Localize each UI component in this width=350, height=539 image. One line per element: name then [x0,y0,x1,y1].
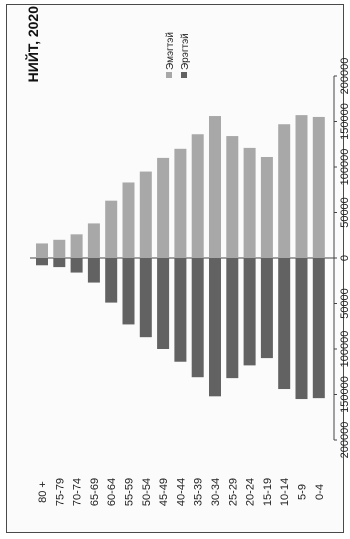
bar-male-7579 [53,258,66,268]
value-tick-label: 200000 [339,422,350,459]
bar-female-80 [36,243,48,258]
bar-male-6064 [105,257,118,303]
category-label: 45-49 [158,478,170,506]
bar-female-7074 [70,234,83,258]
category-label: 55-59 [124,478,136,506]
bar-male-5559 [122,257,135,325]
bar-male-6569 [87,258,100,283]
bar-male-1014 [278,258,291,390]
legend-swatch-male [181,72,187,78]
category-label: 50-54 [141,478,153,506]
bar-female-4044 [174,148,187,258]
category-label: 15-19 [262,478,274,506]
bar-female-3539 [191,134,204,258]
bar-male-7074 [70,257,83,273]
bar-female-7579 [53,239,66,258]
bar-female-1519 [260,156,273,258]
value-tick-label: 200000 [339,58,350,95]
category-label: 30-34 [210,478,222,506]
bar-female-6064 [105,200,118,258]
category-label: 10-14 [279,478,291,506]
category-label: 60-64 [106,478,118,506]
category-label: 40-44 [175,478,187,506]
chart-title: НИЙТ, 2020 [24,6,41,83]
value-tick-label: 50000 [339,288,350,319]
bar-female-6569 [87,223,100,258]
category-label: 70-74 [72,478,84,506]
bar-female-2529 [226,136,239,258]
bar-female-5054 [139,171,152,258]
bar-female-04 [312,116,325,258]
legend-swatch-female [166,72,172,78]
bar-male-5054 [139,258,152,338]
bar-female-1014 [278,124,291,258]
series-male-bars [36,257,325,400]
legend-label-male: Эрэгтэй [180,33,191,70]
value-axis-ticks: 200000 150000 100000 50000 0 50000 100000 15000… [334,58,350,459]
value-tick-label: 100000 [339,331,350,368]
category-label: 75-79 [54,478,66,506]
category-label: 80 + [37,481,49,503]
value-tick-label: 150000 [339,103,350,140]
bar-male-80 [36,257,48,266]
value-tick-label: 50000 [339,197,350,228]
category-label: 25-29 [227,478,239,506]
bar-male-3034 [209,258,221,397]
bar-female-5559 [122,182,135,258]
bar-male-3539 [191,258,204,378]
category-label: 35-39 [193,478,205,506]
value-tick-label: 150000 [339,376,350,413]
category-label: 20-24 [245,478,257,506]
category-label: 5-9 [297,484,309,500]
bar-male-2024 [243,258,256,366]
bar-male-4549 [157,258,170,349]
value-tick-label: 0 [339,255,350,261]
legend: Эмэгтэй Эрэгтэй [165,32,191,78]
legend-label-female: Эмэгтэй [165,32,176,70]
bar-male-1519 [260,258,273,359]
value-tick-label: 100000 [339,149,350,186]
bar-female-59 [295,115,308,258]
bar-male-59 [295,258,308,400]
category-axis-labels: 80 + 75-79 70-74 65-69 60-64 55-59 50-54 45-49 4… [37,478,326,506]
bar-female-2024 [243,147,256,258]
bar-female-4549 [157,157,170,258]
bar-male-04 [312,258,325,399]
bar-male-4044 [174,258,187,362]
series-female-bars [36,115,325,258]
category-label: 0-4 [314,484,326,500]
category-label: 65-69 [89,478,101,506]
bar-female-3034 [209,116,221,258]
bar-male-2529 [226,257,239,379]
